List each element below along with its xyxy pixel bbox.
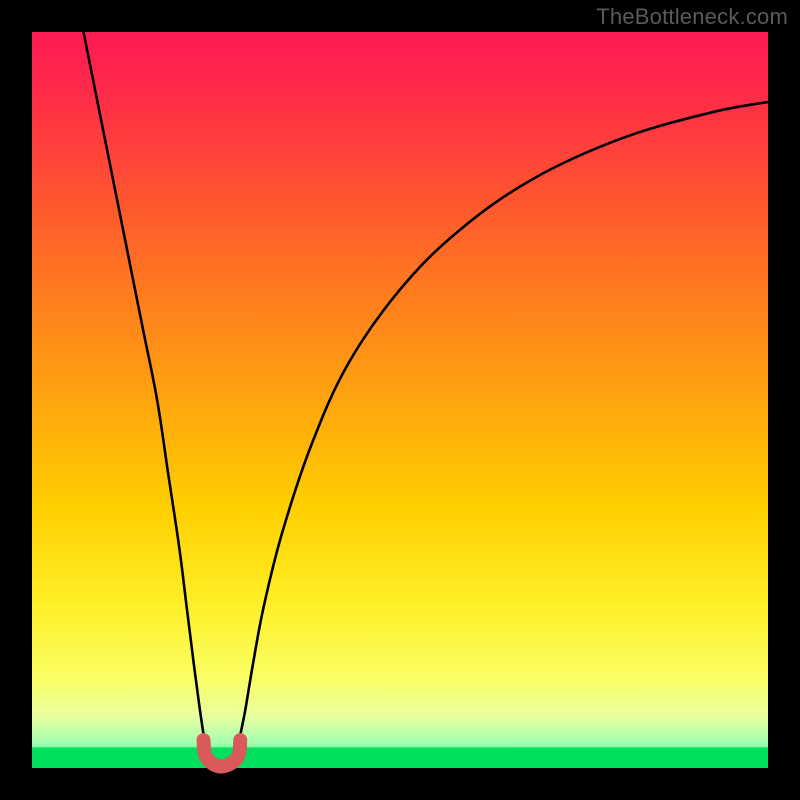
bottleneck-chart (0, 0, 800, 800)
watermark-text: TheBottleneck.com (596, 4, 788, 30)
chart-bottom-band (32, 747, 768, 768)
chart-background-gradient (32, 32, 768, 768)
chart-stage: TheBottleneck.com (0, 0, 800, 800)
